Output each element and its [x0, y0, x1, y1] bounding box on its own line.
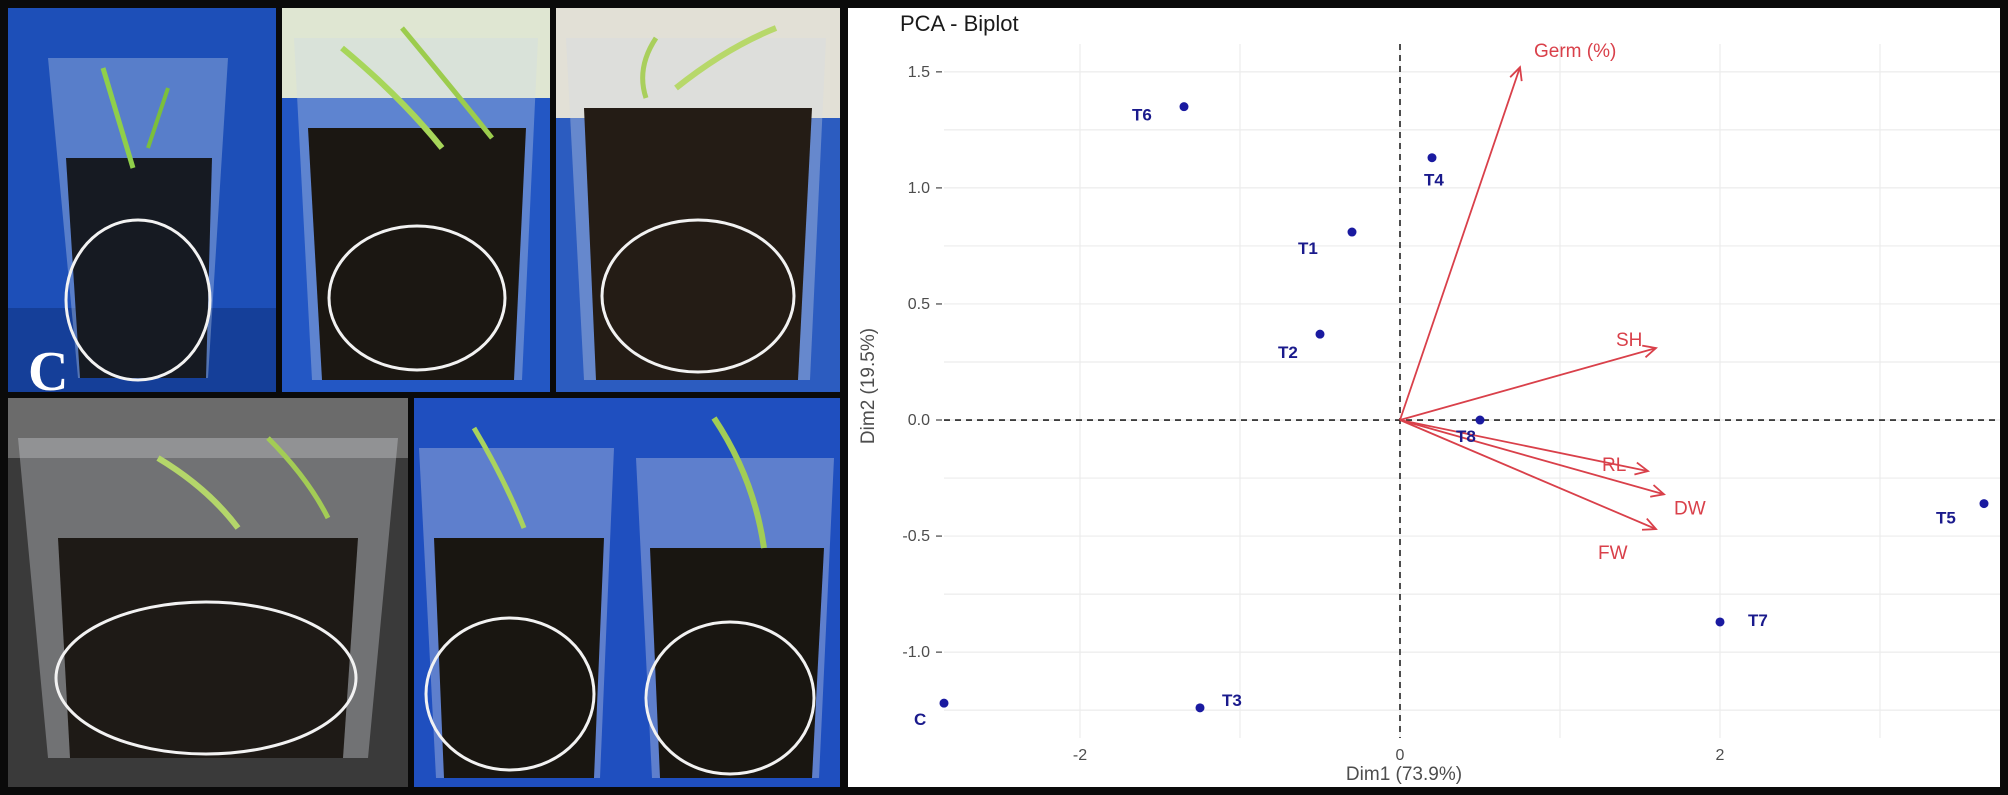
vector-germ-arrow: [1399, 66, 1521, 421]
point-t5: [1979, 499, 1989, 509]
point-label: T8: [1456, 427, 1476, 446]
chart-title: PCA - Biplot: [900, 11, 1019, 36]
point-t7: [1715, 617, 1725, 627]
vector-label: RL: [1602, 455, 1626, 476]
vector-arrowhead: [1641, 517, 1658, 531]
photo-control-cup: C: [8, 8, 276, 392]
variable-vectors: Germ (%) SH RL DW FW: [1399, 41, 1706, 564]
point-t3: [1195, 703, 1205, 713]
vector-dw-arrow: [1399, 419, 1665, 496]
vector-arrowhead: [1634, 461, 1651, 476]
vector-label: DW: [1674, 498, 1706, 519]
vector-label: SH: [1616, 330, 1642, 351]
photo-treatment-cups-pair: [414, 398, 840, 787]
photo-label: C: [28, 341, 69, 392]
point-t4: [1427, 153, 1437, 163]
vector-arrowhead: [1642, 344, 1658, 359]
y-tick-label: 0.0: [908, 412, 930, 429]
x-tick-label: -2: [1073, 747, 1087, 764]
point-label: T7: [1748, 611, 1768, 630]
photo-treatment-cup-2: [556, 8, 840, 392]
point-t8: [1475, 415, 1485, 425]
pca-biplot-panel: -1.0 -0.5 0.0 0.5 1.0 1.5 -2 0 2 Germ (%) SH RL DW F…: [848, 8, 2000, 787]
y-tick-label: -1.0: [902, 644, 930, 661]
point-c: [939, 698, 949, 708]
point-label: T4: [1424, 171, 1444, 190]
vector-sh-arrow: [1399, 347, 1657, 421]
y-axis-label: Dim2 (19.5%): [858, 328, 879, 444]
point-t1: [1347, 227, 1357, 237]
x-tick-label: 2: [1716, 747, 1725, 764]
vector-label: Germ (%): [1534, 41, 1616, 62]
point-t6: [1179, 102, 1189, 112]
point-label: C: [914, 710, 926, 729]
point-label: T5: [1936, 509, 1956, 528]
axis-ticks: -1.0 -0.5 0.0 0.5 1.0 1.5 -2 0 2: [902, 64, 1724, 764]
x-tick-label: 0: [1396, 747, 1405, 764]
vector-label: FW: [1598, 543, 1628, 564]
photo-treatment-cup-3: [8, 398, 408, 787]
y-tick-label: 1.0: [908, 180, 930, 197]
photo-treatment-cup-1: [282, 8, 550, 392]
point-label: T6: [1132, 106, 1152, 125]
vector-rl-arrow: [1399, 419, 1649, 472]
reference-lines: [944, 44, 2000, 738]
vector-fw-arrow: [1399, 419, 1657, 530]
point-label: T3: [1222, 691, 1242, 710]
point-label: T2: [1278, 343, 1298, 362]
point-label: T1: [1298, 239, 1318, 258]
pca-biplot: -1.0 -0.5 0.0 0.5 1.0 1.5 -2 0 2 Germ (%) SH RL DW F…: [858, 11, 2000, 785]
vector-arrowhead: [1650, 484, 1666, 498]
x-axis-label: Dim1 (73.9%): [1346, 764, 1462, 785]
point-t2: [1315, 329, 1325, 339]
y-tick-label: -0.5: [902, 528, 930, 545]
grid: [944, 44, 2000, 738]
y-tick-label: 1.5: [908, 64, 930, 81]
y-tick-label: 0.5: [908, 296, 930, 313]
vector-arrowhead: [1509, 65, 1523, 82]
individual-points: T6 T4 T1 T2 T8 T5 T7 T3 C: [914, 102, 1989, 729]
